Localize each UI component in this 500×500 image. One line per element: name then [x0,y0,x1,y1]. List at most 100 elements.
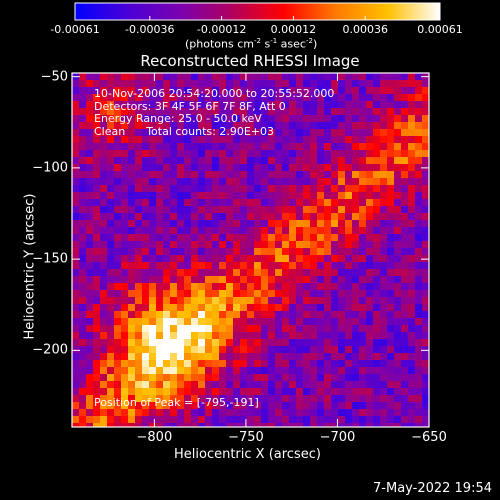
heatmap-cell [135,164,143,172]
heatmap-cell [296,346,304,354]
heatmap-cell [100,311,108,319]
heatmap-cell [198,381,206,389]
heatmap-cell [408,423,416,427]
heatmap-cell [268,122,276,130]
heatmap-cell [205,367,213,375]
annotation-energy-range: Energy Range: 25.0 - 50.0 keV [94,112,262,125]
heatmap-cell [212,185,220,193]
heatmap-cell [170,269,178,277]
heatmap-cell [394,185,402,193]
heatmap-cell [366,192,374,200]
heatmap-cell [275,297,283,305]
heatmap-cell [275,94,283,102]
heatmap-cell [380,122,388,130]
heatmap-cell [93,353,101,361]
heatmap-cell [415,332,423,340]
heatmap-cell [135,339,143,347]
heatmap-cell [177,87,185,95]
heatmap-cell [149,87,157,95]
heatmap-cell [163,283,171,291]
heatmap-cell [317,353,325,361]
heatmap-cell [317,87,325,95]
heatmap-cell [254,171,262,179]
heatmap-cell [282,318,290,326]
heatmap-cell [205,129,213,137]
heatmap-cell [373,395,381,403]
heatmap-cell [233,409,241,417]
heatmap-cell [156,297,164,305]
heatmap-cell [114,122,122,130]
heatmap-cell [289,94,297,102]
heatmap-cell [72,423,80,427]
heatmap-cell [198,248,206,256]
heatmap-cell [205,360,213,368]
heatmap-cell [163,129,171,137]
heatmap-cell [240,185,248,193]
heatmap-cell [247,262,255,270]
heatmap-cell [317,381,325,389]
heatmap-cell [212,220,220,228]
heatmap-cell [177,171,185,179]
heatmap-cell [128,416,136,424]
heatmap-cell [233,164,241,172]
heatmap-cell [135,143,143,151]
heatmap-cell [142,241,150,249]
heatmap-cell [317,332,325,340]
heatmap-cell [72,269,80,277]
heatmap-cell [317,199,325,207]
heatmap-cell [422,409,429,417]
heatmap-cell [373,157,381,165]
heatmap-cell [163,171,171,179]
heatmap-cell [282,248,290,256]
heatmap-cell [107,143,115,151]
heatmap-cell [289,304,297,312]
heatmap-cell [247,276,255,284]
heatmap-cell [100,339,108,347]
heatmap-cell [212,262,220,270]
heatmap-cell [219,220,227,228]
heatmap-cell [401,234,409,242]
heatmap-cell [373,185,381,193]
heatmap-cell [289,87,297,95]
heatmap-cell [261,262,269,270]
heatmap-cell [86,192,94,200]
heatmap-cell [401,122,409,130]
heatmap-cell [401,171,409,179]
heatmap-cell [79,241,87,249]
heatmap-cell [296,255,304,263]
heatmap-cell [156,73,164,81]
heatmap-cell [86,409,94,417]
heatmap-cell [128,206,136,214]
heatmap-cell [254,360,262,368]
heatmap-cell [254,129,262,137]
heatmap-cell [303,192,311,200]
heatmap-cell [422,234,429,242]
heatmap-cell [79,101,87,109]
heatmap-cell [366,171,374,179]
heatmap-cell [170,185,178,193]
heatmap-cell [212,192,220,200]
heatmap-cell [261,283,269,291]
heatmap-cell [156,269,164,277]
heatmap-cell [401,220,409,228]
heatmap-cell [254,304,262,312]
heatmap-cell [373,367,381,375]
heatmap-cell [275,227,283,235]
heatmap-cell [359,262,367,270]
heatmap-cell [191,143,199,151]
heatmap-cell [401,353,409,361]
heatmap-cell [86,136,94,144]
heatmap-cell [121,346,129,354]
heatmap-cell [142,416,150,424]
heatmap-cell [261,143,269,151]
heatmap-cell [128,101,136,109]
heatmap-cell [205,304,213,312]
heatmap-cell [345,290,353,298]
heatmap-cell [303,206,311,214]
heatmap-cell [331,122,339,130]
heatmap-cell [394,311,402,319]
heatmap-cell [296,276,304,284]
heatmap-cell [100,108,108,116]
heatmap-cell [415,353,423,361]
heatmap-cell [345,164,353,172]
